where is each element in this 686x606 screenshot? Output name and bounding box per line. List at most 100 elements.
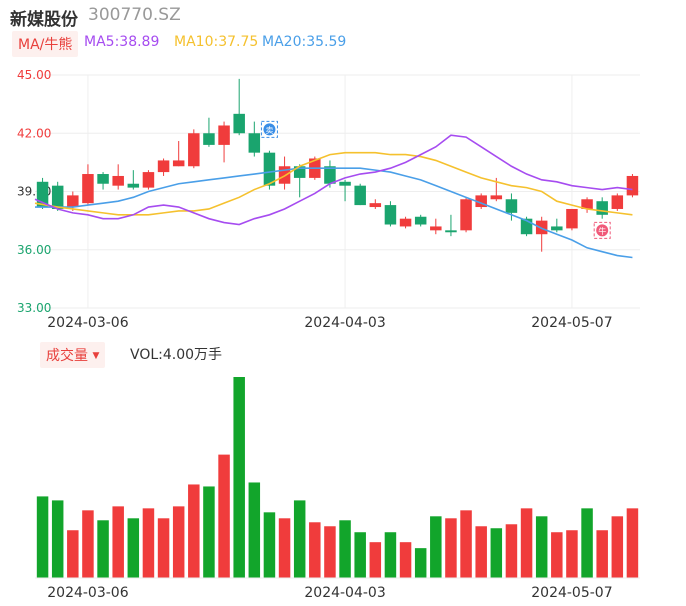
volume-bar: [460, 510, 472, 578]
candle-body: [36, 181, 49, 208]
ma10-legend: MA10:37.75: [174, 34, 259, 50]
volume-bar: [445, 518, 457, 578]
volume-bar: [67, 530, 79, 578]
candle-body: [566, 208, 578, 229]
volume-x-tick-label: 2024-04-03: [304, 585, 385, 601]
volume-bar: [97, 520, 109, 578]
candle-body: [339, 181, 351, 186]
volume-bar: [520, 508, 533, 578]
volume-bar: [566, 530, 578, 578]
volume-bar: [218, 454, 230, 578]
volume-bar: [188, 484, 200, 578]
volume-indicator-tag[interactable]: 成交量 ▼: [40, 342, 106, 368]
volume-bar: [203, 486, 215, 578]
volume-bar: [399, 542, 412, 578]
candle-body: [414, 216, 427, 225]
volume-bar: [157, 518, 170, 578]
y-tick-label: 45.00: [17, 68, 51, 82]
volume-bar: [535, 516, 548, 578]
volume-bar: [430, 516, 442, 578]
ma5-legend: MA5:38.89: [84, 34, 160, 50]
volume-bar: [596, 530, 608, 578]
volume-bar: [384, 532, 397, 578]
candle-body: [203, 133, 215, 145]
ma-indicator-tag[interactable]: MA/牛熊: [12, 31, 79, 57]
ma20-legend: MA20:35.59: [262, 34, 347, 50]
volume-bar: [248, 482, 261, 578]
volume-bar: [51, 500, 64, 578]
sell-marker-frame: [260, 120, 278, 138]
sell-marker-dot: [263, 123, 276, 136]
y-tick-label: 33.00: [17, 301, 51, 315]
stock-code: 300770.SZ: [88, 5, 181, 25]
candle-body: [581, 199, 593, 209]
volume-bar: [127, 518, 140, 578]
volume-bar: [142, 508, 155, 578]
candle-body: [142, 172, 155, 188]
buy-marker-frame: [593, 221, 611, 239]
candle-body: [384, 205, 397, 225]
volume-bar: [82, 510, 94, 578]
sell-marker-text: 卖: [265, 126, 273, 135]
buy-marker-dot: [596, 224, 609, 237]
volume-bar: [414, 548, 427, 578]
candle-body: [127, 183, 140, 188]
candle-body: [369, 203, 382, 208]
x-tick-label: 2024-03-06: [47, 315, 128, 331]
candle-body: [596, 201, 608, 215]
ma10-line: [34, 151, 633, 216]
x-tick-label: 2024-04-03: [304, 315, 385, 331]
volume-bar: [551, 532, 563, 578]
candle-body: [520, 218, 533, 235]
volume-bar: [339, 520, 351, 578]
candle-body: [293, 166, 306, 178]
volume-bar: [293, 500, 306, 578]
volume-bar: [490, 528, 503, 578]
ma5-line: [34, 134, 633, 226]
candle-body: [505, 199, 518, 213]
volume-bar: [36, 496, 49, 578]
volume-bar: [505, 524, 518, 578]
volume-bar: [233, 377, 245, 578]
candle-body: [157, 160, 170, 173]
volume-bar: [369, 542, 382, 578]
volume-x-tick-label: 2024-03-06: [47, 585, 128, 601]
candle-body: [248, 133, 261, 153]
volume-bar: [309, 522, 321, 578]
candle-body: [97, 174, 109, 184]
candle-body: [112, 175, 124, 186]
candle-body: [490, 195, 503, 200]
candle-body: [218, 125, 230, 145]
volume-bar: [354, 532, 366, 578]
candle-body: [399, 218, 412, 227]
candle-body: [263, 152, 276, 186]
volume-bar: [581, 508, 593, 578]
candle-body: [475, 195, 487, 208]
candle-body: [172, 160, 185, 167]
volume-bar: [324, 526, 336, 578]
volume-bar: [611, 516, 624, 578]
candle-body: [324, 166, 336, 184]
candle-body: [354, 185, 366, 206]
volume-value-label: VOL:4.00万手: [130, 347, 223, 363]
candle-body: [67, 195, 79, 208]
candle-body: [460, 199, 472, 231]
candle-body: [430, 226, 442, 231]
volume-bar: [172, 506, 185, 578]
candle-body: [278, 166, 291, 184]
volume-x-tick-label: 2024-05-07: [531, 585, 612, 601]
candle-body: [233, 113, 245, 134]
candle-body: [51, 185, 64, 209]
y-tick-label: 36.00: [17, 243, 51, 257]
buy-marker-text: 牛: [598, 226, 606, 236]
candle-body: [551, 226, 563, 231]
ma20-line: [35, 167, 633, 259]
dropdown-arrow-icon: ▼: [92, 351, 100, 361]
candle-body: [535, 220, 548, 235]
candle-body: [626, 175, 639, 196]
volume-bar: [112, 506, 124, 578]
volume-bar: [263, 512, 276, 578]
candle-body: [445, 230, 457, 233]
stock-name: 新媒股份: [10, 10, 78, 30]
